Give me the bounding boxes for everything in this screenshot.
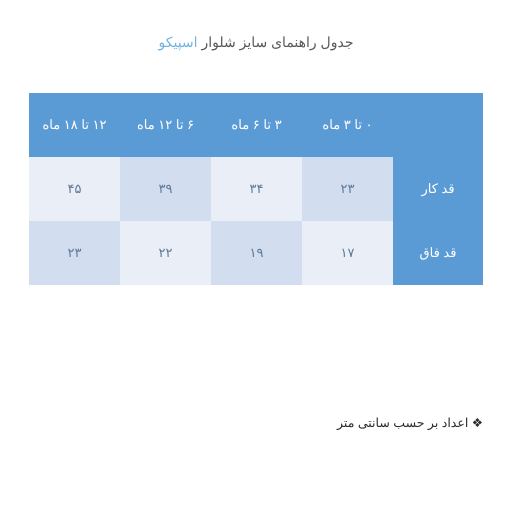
col-header: ۰ تا ۳ ماه: [302, 93, 393, 157]
col-header: ۱۲ تا ۱۸ ماه: [29, 93, 120, 157]
table-cell: ۱۹: [211, 221, 302, 285]
title-prefix: جدول راهنمای سایز شلوار: [198, 34, 354, 50]
table-cell: ۲۲: [120, 221, 211, 285]
col-header: ۶ تا ۱۲ ماه: [120, 93, 211, 157]
page-title: جدول راهنمای سایز شلوار اسپیکو: [159, 34, 354, 51]
size-table: ۰ تا ۳ ماه ۳ تا ۶ ماه ۶ تا ۱۲ ماه ۱۲ تا …: [29, 93, 483, 285]
table-cell: ۳۴: [211, 157, 302, 221]
row-label: قد کار: [393, 157, 483, 221]
table-cell: ۲۳: [29, 221, 120, 285]
col-header: ۳ تا ۶ ماه: [211, 93, 302, 157]
table-cell: ۴۵: [29, 157, 120, 221]
table-header-row: ۰ تا ۳ ماه ۳ تا ۶ ماه ۶ تا ۱۲ ماه ۱۲ تا …: [29, 93, 483, 157]
table-row: قد کار ۲۳ ۳۴ ۳۹ ۴۵: [29, 157, 483, 221]
table-cell: ۱۷: [302, 221, 393, 285]
table-row: قد فاق ۱۷ ۱۹ ۲۲ ۲۳: [29, 221, 483, 285]
title-brand: اسپیکو: [159, 34, 198, 50]
table-cell: ۳۹: [120, 157, 211, 221]
footnote: اعداد بر حسب سانتی متر: [29, 415, 483, 430]
header-corner: [393, 93, 483, 157]
row-label: قد فاق: [393, 221, 483, 285]
table-cell: ۲۳: [302, 157, 393, 221]
